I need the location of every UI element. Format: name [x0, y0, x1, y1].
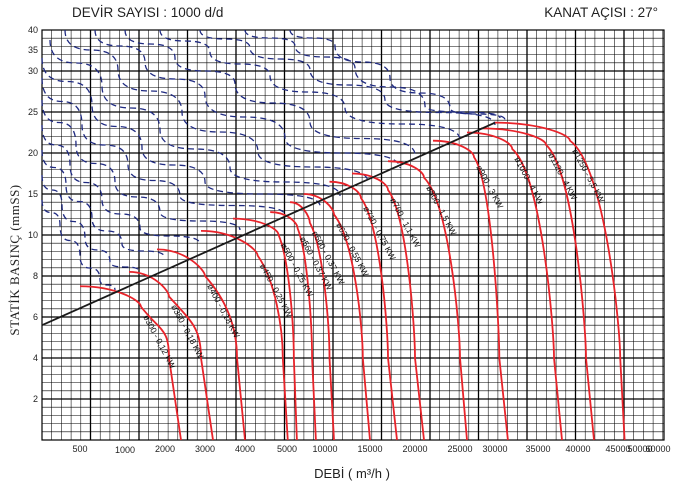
- y-axis-label: STATİK BASINÇ (mmSS): [7, 184, 22, 335]
- dashed-curve-9: [64, 29, 369, 183]
- fan-curve-10: [351, 172, 425, 441]
- y-tick-label: 4: [33, 353, 38, 363]
- x-tick-label: 30000: [482, 444, 507, 454]
- dashed-curve-2: [41, 174, 141, 273]
- fan-curve-9: [329, 180, 398, 441]
- y-tick-label: 30: [28, 66, 38, 76]
- dashed-curve-1: [41, 199, 116, 291]
- x-tick-label: 25000: [447, 444, 472, 454]
- x-tick-label: 40000: [565, 444, 590, 454]
- y-tick-label: 40: [28, 25, 38, 35]
- fan-curve-7: [289, 201, 335, 441]
- dashed-curve-14: [244, 29, 501, 119]
- y-tick-label: 6: [33, 312, 38, 322]
- y-tick-label: 35: [28, 45, 38, 55]
- x-tick-label: 20000: [402, 444, 427, 454]
- x-tick-label: 5000: [277, 444, 297, 454]
- curve-label: ø760 - 1,1 KW: [388, 196, 423, 249]
- y-tick-label: 2: [33, 394, 38, 404]
- y-tick-label: 8: [33, 271, 38, 281]
- fan-curves: [41, 121, 626, 441]
- x-tick-label: 10000: [312, 444, 337, 454]
- system-resistance-line: [41, 121, 496, 327]
- fan-curve-3: [156, 248, 246, 441]
- y-tick-label: 25: [28, 107, 38, 117]
- dashed-curve-3: [41, 149, 166, 259]
- x-tick-label: 4000: [235, 444, 255, 454]
- x-tick-label: 500: [72, 444, 87, 454]
- x-tick-label: 15000: [357, 444, 382, 454]
- fan-curve-11: [387, 160, 468, 441]
- fan-curve-1: [79, 285, 182, 441]
- dashed-curve-6: [41, 77, 286, 216]
- dashed-curve-10: [94, 29, 401, 169]
- y-tick-label: 10: [28, 230, 38, 240]
- x-tick-label: 2000: [155, 444, 175, 454]
- fan-curve-5: [232, 217, 298, 441]
- dashed-curve-4: [41, 124, 201, 245]
- dashed-curve-11: [124, 29, 416, 156]
- x-tick-label: 35000: [525, 444, 550, 454]
- fan-curve-15: [494, 121, 626, 441]
- grid: [41, 29, 665, 441]
- x-axis-label: DEBİ ( m³/h ): [314, 466, 390, 481]
- dashed-curve-13: [199, 29, 496, 126]
- dashed-curves: [41, 29, 506, 291]
- dashed-curve-8: [49, 39, 341, 197]
- y-tick-label: 15: [28, 189, 38, 199]
- x-tick-label: 3000: [195, 444, 215, 454]
- x-tick-label: 45000: [605, 444, 630, 454]
- x-tick-label: 60000: [645, 444, 670, 454]
- dashed-curve-5: [41, 99, 241, 231]
- dashed-curve-15: [289, 29, 506, 121]
- y-tick-label: 20: [28, 148, 38, 158]
- fan-curve-13: [466, 131, 563, 441]
- x-tick-label: 1000: [115, 445, 135, 455]
- axis-tick-labels: 500 1000 2000 3000 4000 5000 10000 15000 20000 25…: [28, 25, 671, 455]
- x-tick-label: 50000: [627, 444, 652, 454]
- header-left-rpm: DEVİR SAYISI : 1000 d/d: [72, 5, 223, 20]
- fan-curve-12: [432, 139, 509, 441]
- fan-curve-4: [200, 230, 289, 441]
- header-right-blade-angle: KANAT AÇISI : 27°: [544, 5, 658, 20]
- dashed-curve-12: [159, 29, 461, 141]
- dashed-curve-7: [41, 57, 321, 207]
- fan-curve-14: [480, 127, 595, 441]
- curve-label: ø710 - 0,75 KW: [361, 204, 398, 261]
